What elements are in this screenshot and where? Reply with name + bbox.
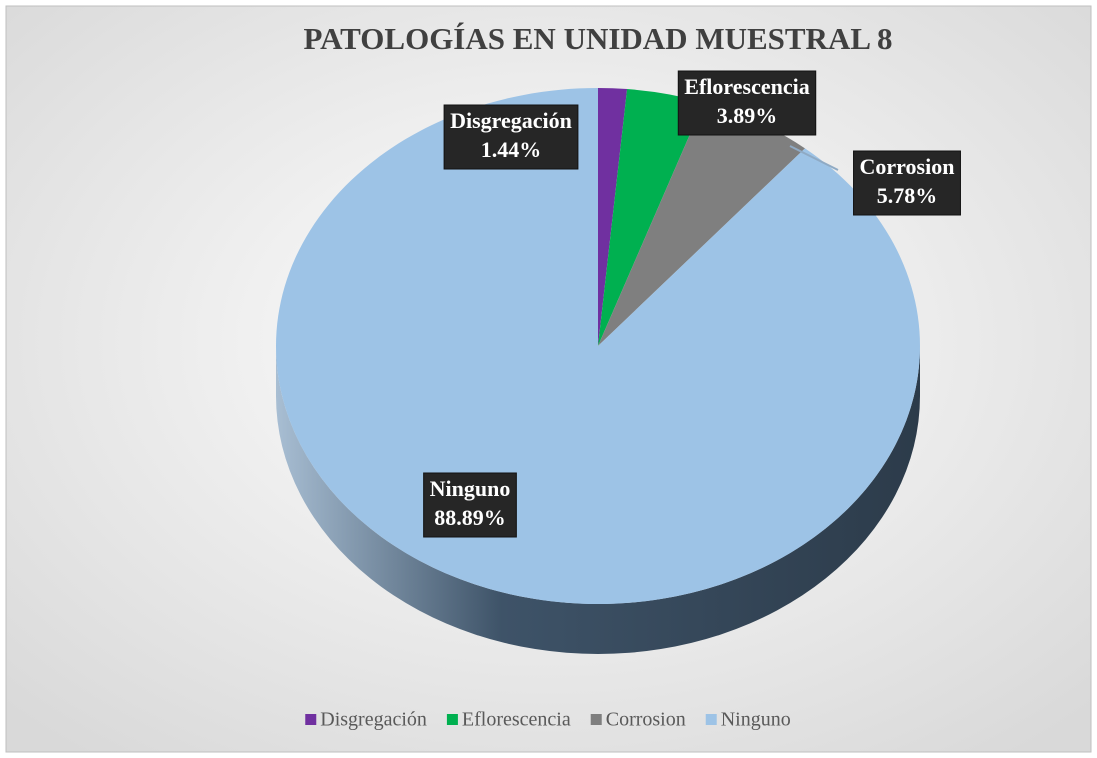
data-label-box xyxy=(853,150,961,216)
data-label-value: 5.78% xyxy=(877,183,938,208)
pie-side xyxy=(276,346,920,654)
legend-label: Eflorescencia xyxy=(462,709,571,731)
legend-label: Disgregación xyxy=(320,709,427,731)
data-labels: Disgregación 1.44% Eflorescencia 3.89% Corro… xyxy=(423,70,961,538)
data-label-name: Eflorescencia xyxy=(684,74,809,99)
legend-label: Ninguno xyxy=(721,709,791,731)
data-label-name: Disgregación xyxy=(450,108,572,133)
chart-title: PATOLOGÍAS EN UNIDAD MUESTRAL 8 xyxy=(303,21,892,56)
data-label-box xyxy=(443,104,579,170)
legend-label: Corrosion xyxy=(606,709,686,731)
data-label-box xyxy=(423,472,517,538)
leader-line xyxy=(789,145,839,171)
legend-swatch xyxy=(705,714,717,725)
legend-swatch xyxy=(305,714,317,725)
data-label: Ninguno 88.89% xyxy=(423,472,517,538)
legend: Disgregación Eflorescencia Corrosion Ningun… xyxy=(305,709,791,731)
data-label-box xyxy=(677,70,817,136)
data-label: Disgregación 1.44% xyxy=(443,104,579,170)
data-label: Corrosion 5.78% xyxy=(853,150,961,216)
data-label-name: Ninguno xyxy=(430,476,511,501)
data-label-value: 3.89% xyxy=(717,103,778,128)
pie-slice xyxy=(598,102,805,346)
pie-slice xyxy=(598,89,704,347)
legend-swatch xyxy=(590,714,602,725)
data-label-name: Corrosion xyxy=(860,154,955,179)
pie xyxy=(275,88,920,654)
data-label-value: 1.44% xyxy=(481,137,542,162)
pie-slice xyxy=(598,88,628,346)
legend-swatch xyxy=(446,714,458,725)
data-label: Eflorescencia 3.89% xyxy=(677,70,817,136)
pie-slice xyxy=(275,88,920,604)
data-label-value: 88.89% xyxy=(434,505,506,530)
